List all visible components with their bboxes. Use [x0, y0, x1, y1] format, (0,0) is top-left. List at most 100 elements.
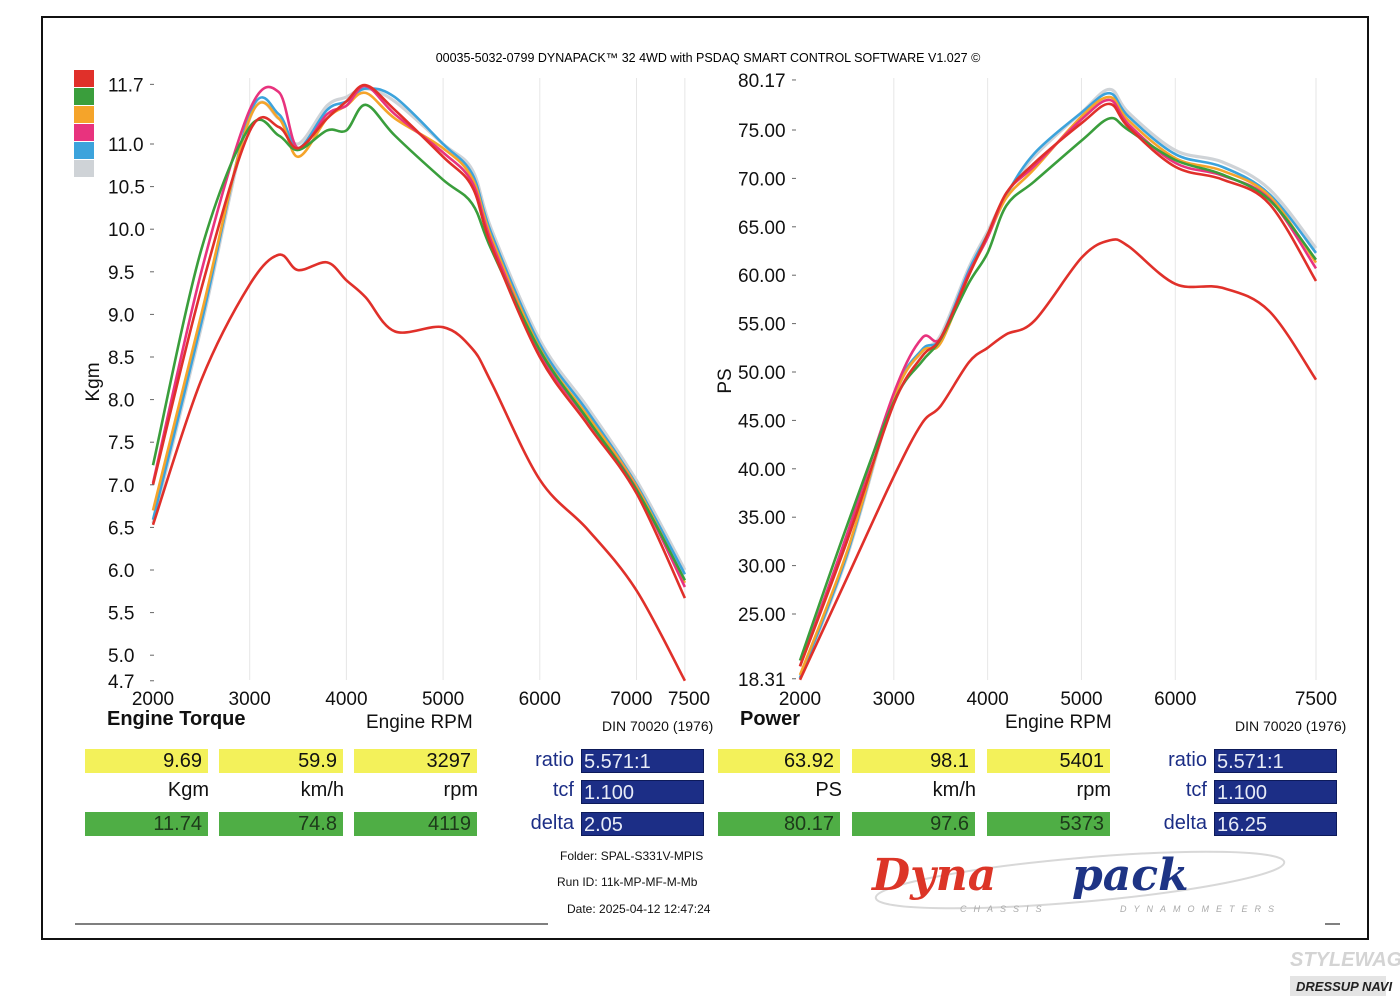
torque-y-tick-label: 5.0 — [108, 646, 134, 667]
torque-series-run-orange — [151, 91, 687, 584]
power-cursor-value: 63.92 — [718, 749, 840, 773]
power-x-tick-label: 2000 — [779, 689, 821, 710]
power-tcf-label: tcf — [1185, 779, 1207, 801]
torque-delta-label: delta — [530, 812, 574, 834]
svg-text:STYLEWAGON: STYLEWAGON — [1290, 949, 1400, 971]
power-series-run-red-low — [798, 238, 1318, 681]
power-x-tick-label: 4000 — [966, 689, 1008, 710]
run-id-label: Run ID: — [557, 875, 598, 889]
svg-text:pack: pack — [1072, 850, 1189, 901]
svg-text:Dyna: Dyna — [870, 850, 996, 901]
torque-standard: DIN 70020 (1976) — [602, 718, 714, 734]
torque-y-tick-label: 11.7 — [108, 75, 144, 96]
torque-x-tick-label: 6000 — [519, 689, 561, 710]
power-ratio-value: 5.571:1 — [1214, 749, 1337, 773]
power-y-tick-label: 70.00 — [738, 169, 786, 190]
torque-unit-rpm: rpm — [443, 779, 478, 801]
torque-y-tick-label: 11.0 — [108, 135, 144, 156]
legend-swatch-blue — [74, 142, 94, 159]
power-x-tick-label: 5000 — [1060, 689, 1102, 710]
torque-ratio-label: ratio — [535, 749, 574, 771]
torque-y-tick-label: 6.5 — [108, 518, 134, 539]
legend-swatch-green — [74, 88, 94, 105]
power-unit-rpm: rpm — [1076, 779, 1111, 801]
torque-unit-speed: km/h — [300, 779, 344, 801]
torque-series-run-red-low — [151, 253, 687, 682]
dynapack-logo: Dyna pack CHASSIS DYNAMOMETERS — [870, 850, 1286, 914]
torque-tcf-value: 1.100 — [581, 780, 704, 804]
torque-y-tick-label: 6.0 — [108, 561, 134, 582]
torque-delta-value: 2.05 — [581, 812, 704, 836]
power-peak-rpm: 5373 — [987, 812, 1110, 836]
power-y-tick-label: 65.00 — [738, 218, 786, 239]
power-y-tick-label: 60.00 — [738, 266, 786, 287]
torque-y-tick-label: 4.7 — [108, 672, 134, 693]
torque-y-axis-label: Kgm — [83, 362, 104, 401]
power-delta-label: delta — [1163, 812, 1207, 834]
power-x-tick-label: 3000 — [873, 689, 915, 710]
run-id-value: 11k-MP-MF-M-Mb — [601, 875, 698, 889]
torque-peak-speed: 74.8 — [219, 812, 343, 836]
torque-peak-value: 11.74 — [85, 812, 208, 836]
torque-tcf-label: tcf — [552, 779, 574, 801]
torque-peak-rpm: 4119 — [354, 812, 477, 836]
watermark: STYLEWAGON DRESSUP NAVI — [1290, 949, 1400, 996]
power-series-run-green — [798, 116, 1318, 661]
report-frame — [41, 16, 1369, 940]
torque-cursor-speed: 59.9 — [219, 749, 343, 773]
legend-swatch-red — [74, 70, 94, 87]
torque-ratio-value: 5.571:1 — [581, 749, 704, 773]
power-x-tick-label: 6000 — [1154, 689, 1196, 710]
report-header: 00035-5032-0799 DYNAPACK™ 32 4WD with PS… — [436, 51, 981, 65]
power-cursor-rpm: 5401 — [987, 749, 1110, 773]
svg-text:CHASSIS: CHASSIS — [960, 904, 1049, 914]
svg-text:DRESSUP NAVI: DRESSUP NAVI — [1296, 979, 1392, 994]
power-unit-ps: PS — [815, 779, 842, 801]
torque-x-tick-label: 2000 — [132, 689, 174, 710]
power-x-axis-label: Engine RPM — [1005, 712, 1112, 733]
torque-y-tick-label: 7.5 — [108, 433, 134, 454]
torque-x-axis-label: Engine RPM — [366, 712, 473, 733]
torque-x-tick-label: 7500 — [668, 689, 710, 710]
power-y-tick-label: 18.31 — [738, 670, 786, 691]
torque-x-tick-label: 4000 — [325, 689, 367, 710]
date-value: 2025-04-12 12:47:24 — [599, 902, 711, 916]
power-peak-speed: 97.6 — [852, 812, 975, 836]
power-y-tick-label: 40.00 — [738, 460, 786, 481]
power-x-tick-label: 7500 — [1295, 689, 1337, 710]
power-y-tick-label: 55.00 — [738, 315, 786, 336]
power-y-tick-label: 75.00 — [738, 121, 786, 142]
power-ratio-label: ratio — [1168, 749, 1207, 771]
torque-y-tick-label: 9.5 — [108, 263, 134, 284]
power-delta-value: 16.25 — [1214, 812, 1337, 836]
power-y-tick-label: 35.00 — [738, 508, 786, 529]
torque-y-tick-label: 9.0 — [108, 305, 134, 326]
torque-y-tick-label: 10.0 — [108, 220, 145, 241]
torque-y-tick-label: 5.5 — [108, 604, 134, 625]
torque-chart-title: Engine Torque — [107, 708, 246, 730]
power-y-tick-label: 25.00 — [738, 605, 786, 626]
power-y-tick-label: 30.00 — [738, 557, 786, 578]
legend-swatch-pink — [74, 124, 94, 141]
torque-unit-kgm: Kgm — [167, 779, 209, 801]
torque-series-run-red — [151, 83, 687, 599]
torque-y-tick-label: 8.0 — [108, 391, 134, 412]
torque-x-tick-label: 7000 — [610, 689, 652, 710]
legend-swatch-orange — [74, 106, 94, 123]
power-peak-value: 80.17 — [718, 812, 840, 836]
power-y-tick-label: 45.00 — [738, 411, 786, 432]
legend-swatch-gray — [74, 160, 94, 177]
power-y-tick-label: 80.17 — [738, 71, 786, 92]
folder-label: Folder: — [560, 849, 598, 863]
torque-x-tick-label: 5000 — [422, 689, 464, 710]
torque-y-tick-label: 7.0 — [108, 476, 134, 497]
power-cursor-speed: 98.1 — [852, 749, 975, 773]
power-standard: DIN 70020 (1976) — [1235, 718, 1347, 734]
torque-y-tick-label: 8.5 — [108, 348, 134, 369]
power-series-run-red — [798, 102, 1318, 667]
power-y-axis-label: PS — [715, 368, 736, 393]
torque-series-run-green — [151, 103, 687, 581]
torque-x-tick-label: 3000 — [229, 689, 271, 710]
power-unit-speed: km/h — [932, 779, 976, 801]
